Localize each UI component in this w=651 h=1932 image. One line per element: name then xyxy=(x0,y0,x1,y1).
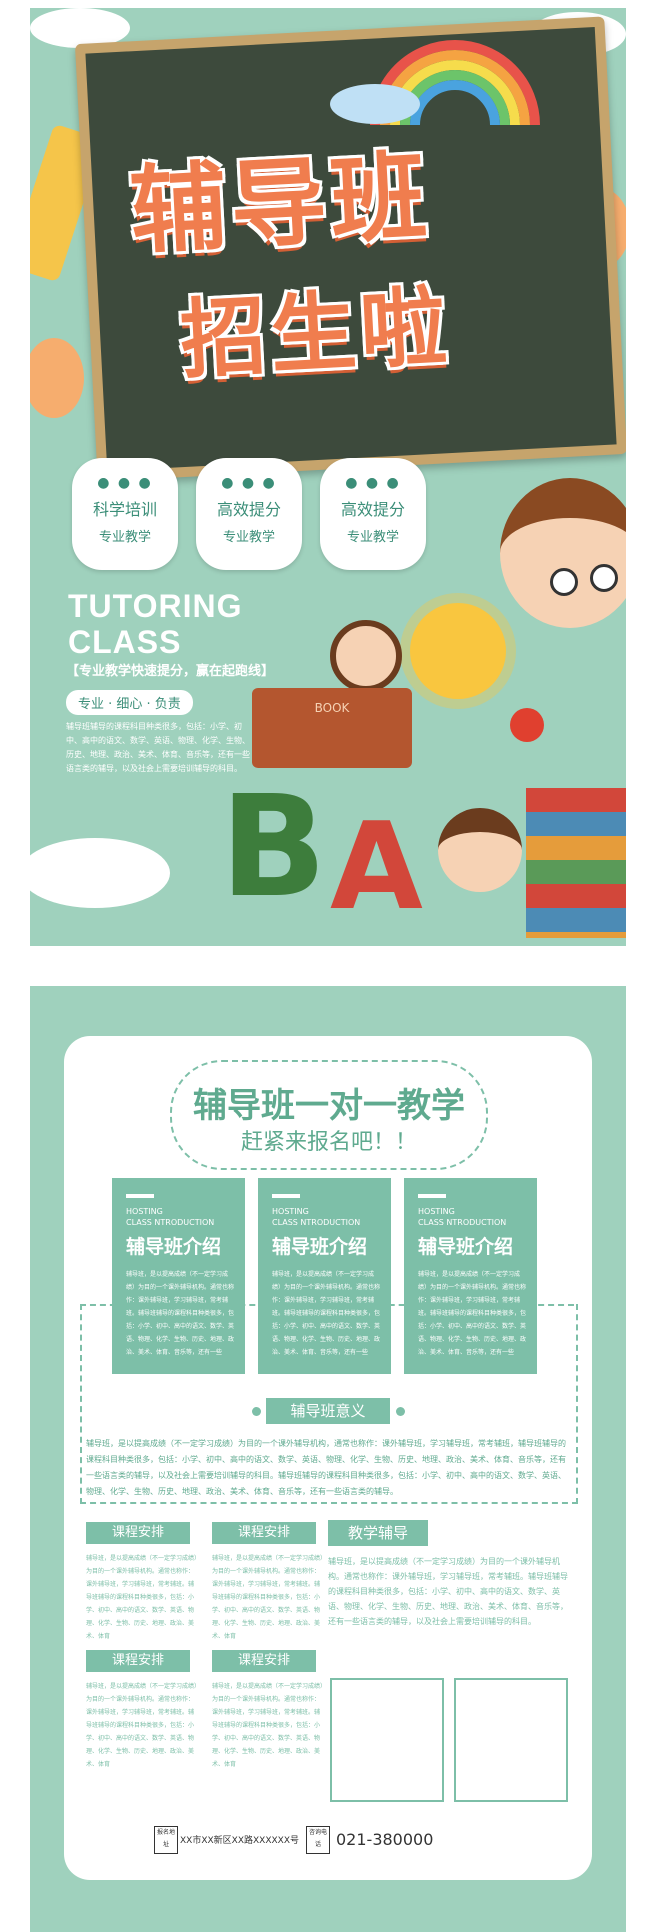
photo-placeholder xyxy=(330,1678,444,1802)
footer: 报名地址 XX市XX新区XX路XXXXXX号 咨询电话 021-380000 xyxy=(154,1826,554,1862)
course-text: 辅导班，是以提高成绩（不一定学习成绩）为目的一个课外辅导机构。通常也称作：课外辅… xyxy=(86,1683,198,1768)
girl-reading-illustration xyxy=(330,620,402,692)
letter-b-illustration: B xyxy=(220,766,327,929)
intro-box-title: 辅导班介绍 xyxy=(126,1236,222,1258)
slogan: 【专业教学快速提分，赢在起跑线】 xyxy=(66,664,275,679)
feature-subtitle: 专业教学 xyxy=(98,530,151,545)
boy-eye-icon xyxy=(590,564,618,592)
feature-title: 高效提分 xyxy=(340,500,405,519)
accent-bar xyxy=(272,1194,300,1198)
feature-subtitle: 专业教学 xyxy=(346,530,399,545)
header-subtitle: 赶紧来报名吧！！ xyxy=(240,1130,417,1155)
course-label: 课程安排 xyxy=(86,1522,190,1544)
significance-text: 辅导班，是以提高成绩（不一定学习成绩）为目的一个课外辅导机构，通常也称作：课外辅… xyxy=(86,1439,566,1496)
apple-illustration xyxy=(510,708,544,742)
feature-title: 科学培训 xyxy=(92,500,157,519)
bottom-poster: 辅导班一对一教学 赶紧来报名吧！！ HOSTING CLASS NTRODUCT… xyxy=(30,986,626,1932)
intro-box-english-line2: CLASS NTRODUCTION xyxy=(126,1218,215,1227)
boy-eye-icon xyxy=(550,568,578,596)
course-label: 课程安排 xyxy=(212,1522,316,1544)
balloon-decoration xyxy=(30,338,84,418)
book-label: BOOK xyxy=(314,701,350,715)
letter-a-illustration: A xyxy=(330,798,423,937)
poster-title-line1: 辅导班 xyxy=(127,140,434,268)
teaching-label: 教学辅导 xyxy=(328,1520,428,1546)
intro-box-text: 辅导班，是以提高成绩（不一定学习成绩）为目的一个课外辅导机构。通常也称作：课外辅… xyxy=(418,1271,527,1356)
course-text: 辅导班，是以提高成绩（不一定学习成绩）为目的一个课外辅导机构。通常也称作：课外辅… xyxy=(86,1555,198,1640)
poster-title-line2: 招生啦 xyxy=(178,276,453,391)
intro-box-text: 辅导班，是以提高成绩（不一定学习成绩）为目的一个课外辅导机构。通常也称作：课外辅… xyxy=(272,1271,381,1356)
bullet-dot xyxy=(396,1407,405,1416)
dots-icon: ● ● ● xyxy=(345,475,401,491)
intro-box: HOSTING CLASS NTRODUCTION 辅导班介绍 辅导班，是以提高… xyxy=(258,1178,391,1374)
boy-illustration xyxy=(500,478,626,628)
course-text: 辅导班，是以提高成绩（不一定学习成绩）为目的一个课外辅导机构。通常也称作：课外辅… xyxy=(212,1555,324,1640)
header-box: 辅导班一对一教学 赶紧来报名吧！！ xyxy=(170,1060,488,1170)
english-title-line1: TUTORING xyxy=(68,588,243,624)
intro-box: HOSTING CLASS NTRODUCTION 辅导班介绍 辅导班，是以提高… xyxy=(112,1178,245,1374)
sun-illustration xyxy=(410,603,506,699)
intro-box-title: 辅导班介绍 xyxy=(272,1236,368,1258)
intro-box-english: HOSTING CLASS NTRODUCTION xyxy=(272,1206,360,1228)
intro-box-english-line2: CLASS NTRODUCTION xyxy=(272,1218,361,1227)
address-text: XX市XX新区XX路XXXXXX号 xyxy=(180,1836,299,1846)
bullet-dot xyxy=(252,1407,261,1416)
book-illustration: BOOK xyxy=(252,688,412,768)
teaching-text: 辅导班，是以提高成绩（不一定学习成绩）为目的一个课外辅导机构。通常也称作：课外辅… xyxy=(328,1557,568,1626)
intro-box-english-line1: HOSTING xyxy=(126,1207,163,1216)
dots-icon: ● ● ● xyxy=(221,475,277,491)
english-title-line2: CLASS xyxy=(68,624,182,660)
dots-icon: ● ● ● xyxy=(97,475,153,491)
feature-title: 高效提分 xyxy=(216,500,281,519)
tagline-badge: 专业 · 细心 · 负责 xyxy=(66,690,193,715)
significance-label: 辅导班意义 xyxy=(266,1398,390,1424)
accent-bar xyxy=(126,1194,154,1198)
intro-box: HOSTING CLASS NTRODUCTION 辅导班介绍 辅导班，是以提高… xyxy=(404,1178,537,1374)
book-stack-illustration xyxy=(526,788,626,938)
intro-box-title: 辅导班介绍 xyxy=(418,1236,514,1258)
top-poster: 辅导班 招生啦 ● ● ● 科学培训 专业教学 ● ● ● 高效提分 专业教学 … xyxy=(30,8,626,946)
feature-card: ● ● ● 高效提分 专业教学 xyxy=(320,458,426,570)
content-card: 辅导班一对一教学 赶紧来报名吧！！ HOSTING CLASS NTRODUCT… xyxy=(64,1036,592,1880)
photo-placeholder xyxy=(454,1678,568,1802)
english-title: TUTORING CLASS xyxy=(68,588,243,660)
phone-number: 021-380000 xyxy=(336,1830,434,1849)
dashed-frame xyxy=(80,1304,578,1504)
course-label: 课程安排 xyxy=(212,1650,316,1672)
phone-tag: 咨询电话 xyxy=(306,1826,330,1854)
accent-bar xyxy=(418,1194,446,1198)
cloud-decoration xyxy=(30,838,170,908)
intro-box-english-line2: CLASS NTRODUCTION xyxy=(418,1218,507,1227)
course-label: 课程安排 xyxy=(86,1650,190,1672)
feature-card: ● ● ● 高效提分 专业教学 xyxy=(196,458,302,570)
address-tag: 报名地址 xyxy=(154,1826,178,1854)
intro-box-english: HOSTING CLASS NTRODUCTION xyxy=(418,1206,506,1228)
feature-subtitle: 专业教学 xyxy=(222,530,275,545)
intro-box-english: HOSTING CLASS NTRODUCTION xyxy=(126,1206,214,1228)
cloud-decoration xyxy=(330,84,420,124)
intro-box-english-line1: HOSTING xyxy=(272,1207,309,1216)
feature-card: ● ● ● 科学培训 专业教学 xyxy=(72,458,178,570)
girl-lying-illustration xyxy=(438,808,522,892)
intro-paragraph: 辅导班辅导的课程科目种类很多，包括：小学、初中、高中的语文、数学、英语、物理、化… xyxy=(66,722,250,773)
header-main-title: 辅导班一对一教学 xyxy=(193,1086,465,1126)
intro-box-english-line1: HOSTING xyxy=(418,1207,455,1216)
intro-box-text: 辅导班，是以提高成绩（不一定学习成绩）为目的一个课外辅导机构。通常也称作：课外辅… xyxy=(126,1271,235,1356)
course-text: 辅导班，是以提高成绩（不一定学习成绩）为目的一个课外辅导机构。通常也称作：课外辅… xyxy=(212,1683,324,1768)
